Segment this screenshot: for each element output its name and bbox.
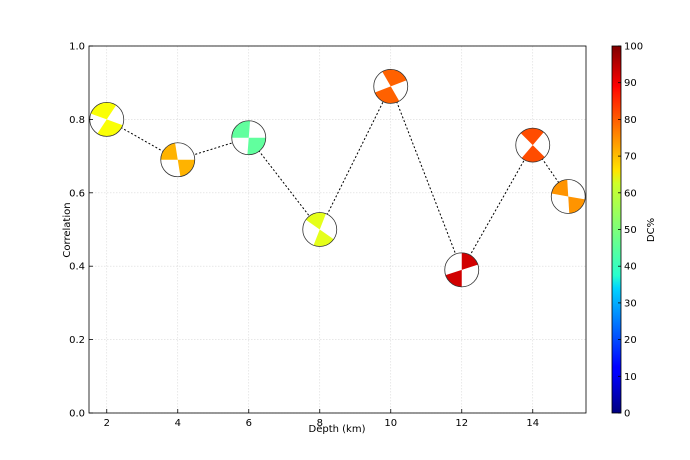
beachball-compression-quadrant	[313, 229, 334, 247]
colorbar-tick-label: 10	[624, 372, 637, 383]
x-tick-label: 2	[104, 418, 110, 429]
beachball-marker	[89, 102, 125, 137]
colorbar-tick-label: 70	[624, 152, 637, 163]
beachball-compression-quadrant	[231, 120, 251, 138]
beachball-outline	[444, 252, 480, 288]
y-tick-label: 0.4	[69, 262, 85, 273]
colorbar-tick-label: 0	[624, 409, 630, 420]
beachball-marker	[373, 68, 409, 104]
beachball-outline	[373, 68, 409, 104]
y-tick-label: 0.0	[69, 409, 85, 420]
colorbar-tick-label: 90	[624, 78, 637, 89]
x-tick-label: 10	[384, 418, 397, 429]
x-tick-label: 4	[175, 418, 181, 429]
beachball-marker	[550, 179, 586, 214]
colorbar-tick-label: 80	[624, 115, 637, 126]
x-tick-label: 6	[246, 418, 252, 429]
beachball-compression-quadrant	[382, 69, 407, 87]
y-tick-label: 0.2	[69, 335, 85, 346]
beachball-outline	[515, 127, 551, 163]
y-tick-label: 0.8	[69, 115, 85, 126]
beachball-compression-quadrant	[305, 212, 326, 230]
beachball-marker	[160, 142, 196, 178]
plot-background	[89, 46, 586, 413]
beachball-outline	[302, 212, 338, 247]
y-tick-label: 0.6	[69, 188, 85, 199]
beachball-compression-quadrant	[445, 269, 462, 287]
beachball-compression-quadrant	[374, 86, 400, 104]
colorbar-tick-label: 20	[624, 335, 637, 346]
beachball-compression-quadrant	[520, 128, 544, 146]
y-axis-label: Correlation	[62, 202, 73, 257]
beachball-compression-quadrant	[461, 252, 478, 270]
beachball-marker	[444, 252, 480, 288]
beachball-compression-quadrant	[521, 145, 545, 163]
colorbar-tick-label: 30	[624, 298, 637, 309]
colorbar-tick-label: 50	[624, 225, 637, 236]
x-tick-label: 14	[526, 418, 539, 429]
beachball-markers	[89, 68, 586, 288]
colorbar-tick-label: 40	[624, 262, 637, 273]
beachball-compression-quadrant	[97, 119, 123, 137]
colorbar-label: DC%	[646, 218, 657, 242]
colorbar-tick-label: 100	[624, 42, 643, 53]
beachball-marker	[231, 120, 267, 156]
colorbar-tick-label: 60	[624, 188, 637, 199]
beachball-outline	[231, 120, 267, 156]
beachball-marker	[302, 212, 338, 247]
series-line	[106, 85, 569, 272]
x-axis-ticks: 2 4 6 8 10 12 14	[104, 409, 539, 429]
x-tick-label: 8	[317, 418, 323, 429]
x-tick-label: 12	[455, 418, 468, 429]
connecting-line	[106, 85, 569, 272]
y-tick-label: 1.0	[69, 42, 85, 53]
colorbar-ticks: 0 10 20 30 40 50 60 70 80 90 100	[618, 42, 643, 420]
beachball-compression-quadrant	[90, 102, 117, 120]
beachball-compression-quadrant	[160, 142, 178, 160]
beachball-compression-quadrant	[551, 179, 569, 197]
y-axis-ticks: 0.0 0.2 0.4 0.6 0.8 1.0	[69, 42, 93, 420]
beachball-outline	[550, 179, 586, 214]
beachball-compression-quadrant	[247, 137, 266, 155]
beachball-compression-quadrant	[177, 159, 195, 177]
x-axis-label: Depth (km)	[309, 424, 366, 435]
beachball-outline	[160, 142, 196, 178]
beachball-compression-quadrant	[568, 196, 585, 214]
beachball-marker	[515, 127, 551, 163]
plot-frame	[88, 45, 587, 414]
